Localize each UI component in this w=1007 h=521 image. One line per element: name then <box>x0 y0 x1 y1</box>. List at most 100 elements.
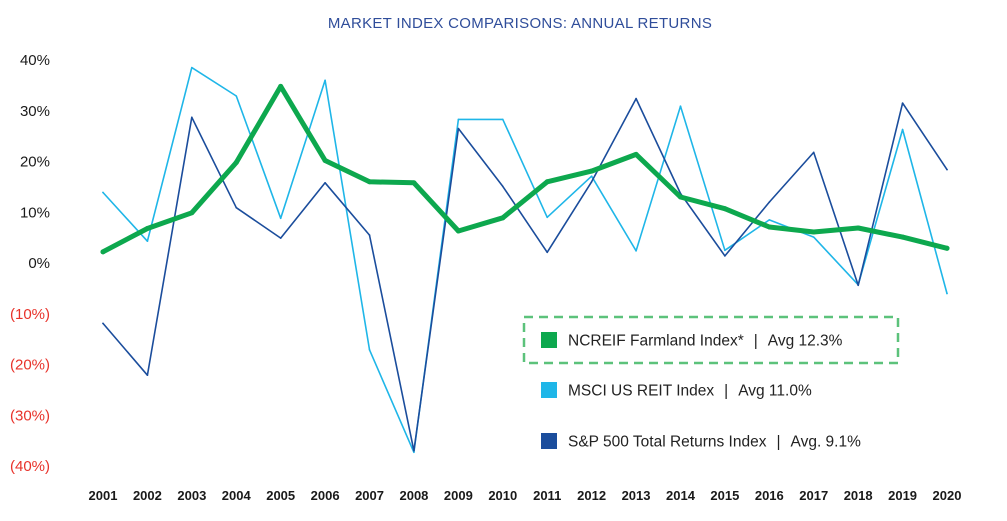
legend-swatch <box>541 382 557 398</box>
data-point <box>367 179 373 185</box>
data-point <box>633 151 639 157</box>
legend-separator: | <box>776 434 780 451</box>
legend-separator: | <box>724 383 728 400</box>
data-point <box>724 249 726 252</box>
data-point <box>324 79 326 82</box>
data-point <box>278 83 284 89</box>
legend-separator: | <box>754 333 758 350</box>
legend-series-name: NCREIF Farmland Index* <box>568 333 744 350</box>
x-tick-label: 2020 <box>933 488 962 503</box>
data-point <box>191 116 193 119</box>
data-point <box>233 160 239 166</box>
data-point <box>635 250 637 252</box>
x-tick-label: 2019 <box>888 488 917 503</box>
x-axis: 2001 2002 2003 2004 2005 2006 2007 2008 2009 2010… <box>89 488 962 503</box>
x-tick-label: 2007 <box>355 488 384 503</box>
x-tick-label: 2004 <box>222 488 252 503</box>
data-point <box>812 151 815 154</box>
data-point <box>322 157 328 163</box>
legend-swatch <box>541 332 557 348</box>
data-point <box>144 225 150 231</box>
y-tick-label: (20%) <box>10 357 50 374</box>
data-point <box>546 251 549 254</box>
y-tick-label: (30%) <box>10 407 50 424</box>
y-tick-label: 20% <box>20 154 50 171</box>
data-point <box>279 237 282 239</box>
x-tick-label: 2002 <box>133 488 162 503</box>
data-point <box>235 95 238 97</box>
data-point <box>724 255 726 257</box>
legend-label: MSCI US REIT Index | Avg 11.0% <box>568 383 812 400</box>
data-point <box>812 236 815 238</box>
legend-highlight-box <box>522 315 900 365</box>
data-point <box>901 128 904 131</box>
data-point <box>100 249 106 255</box>
legend-average: Avg. 9.1% <box>791 434 862 451</box>
data-point <box>677 194 683 200</box>
data-point <box>722 206 728 212</box>
data-point <box>146 374 149 376</box>
y-tick-label: 40% <box>20 52 50 69</box>
data-point <box>766 224 772 230</box>
data-point <box>368 348 371 351</box>
data-point <box>324 182 326 184</box>
y-tick-label: (10%) <box>10 306 50 323</box>
data-point <box>413 451 415 454</box>
series-line-s-p-500-total-returns-index <box>102 97 948 452</box>
x-tick-label: 2017 <box>799 488 828 503</box>
x-tick-label: 2018 <box>844 488 873 503</box>
data-point <box>635 97 637 100</box>
legend-series-name: S&P 500 Total Returns Index <box>568 434 767 451</box>
legend-average: Avg 11.0% <box>738 383 812 400</box>
x-tick-label: 2013 <box>622 488 651 503</box>
series-layer <box>100 66 950 454</box>
data-point <box>768 219 771 221</box>
data-point <box>411 180 417 186</box>
y-axis: 40% 30% 20% 10% 0% (10%) (20%) (30%) (40%) <box>10 52 50 475</box>
x-tick-label: 2014 <box>666 488 696 503</box>
y-tick-label: 10% <box>20 204 50 221</box>
x-tick-label: 2011 <box>533 488 561 503</box>
data-point <box>590 181 593 183</box>
data-point <box>279 217 282 220</box>
data-point <box>501 118 504 121</box>
data-point <box>811 229 817 235</box>
chart-title: MARKET INDEX COMPARISONS: ANNUAL RETURNS <box>328 15 712 32</box>
x-tick-label: 2015 <box>710 488 739 503</box>
data-point <box>501 185 504 188</box>
data-point <box>368 234 371 236</box>
data-point <box>544 179 550 185</box>
data-point <box>191 66 193 69</box>
data-point <box>855 225 861 231</box>
data-point <box>589 168 595 174</box>
x-tick-label: 2001 <box>89 488 118 503</box>
legend-label: NCREIF Farmland Index* | Avg 12.3% <box>568 333 843 350</box>
x-tick-label: 2005 <box>266 488 295 503</box>
legend-series-name: MSCI US REIT Index <box>568 383 714 400</box>
x-tick-label: 2016 <box>755 488 784 503</box>
legend-swatch <box>541 433 557 449</box>
data-point <box>102 191 104 194</box>
y-tick-label: 30% <box>20 103 50 120</box>
x-tick-label: 2009 <box>444 488 473 503</box>
y-tick-label: 0% <box>28 255 50 272</box>
data-point <box>500 215 506 221</box>
data-point <box>413 449 415 452</box>
x-tick-label: 2006 <box>311 488 340 503</box>
x-tick-label: 2003 <box>177 488 206 503</box>
data-point <box>857 284 859 287</box>
data-point <box>146 240 149 242</box>
data-point <box>546 216 549 219</box>
y-tick-label: (40%) <box>10 458 50 475</box>
x-tick-label: 2012 <box>577 488 606 503</box>
data-point <box>946 168 948 171</box>
data-point <box>457 118 460 121</box>
data-point <box>944 245 950 251</box>
data-point <box>455 228 461 234</box>
data-point <box>900 234 906 240</box>
x-tick-label: 2010 <box>488 488 517 503</box>
series-line-ncreif-farmland-index <box>100 83 950 255</box>
data-point <box>901 102 904 104</box>
data-point <box>946 292 948 295</box>
